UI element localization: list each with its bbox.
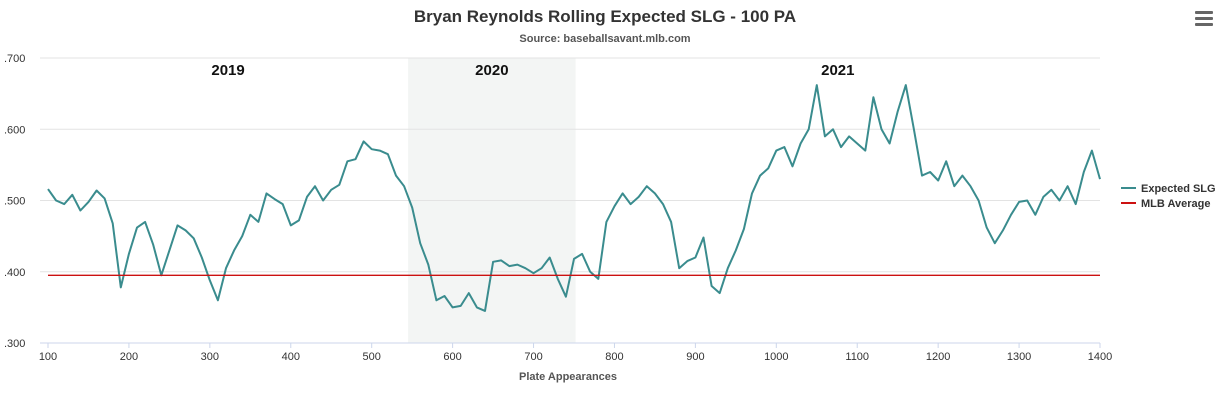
legend-item-label: Expected SLG	[1141, 183, 1216, 195]
menu-bar	[1195, 23, 1213, 26]
chart-title: Bryan Reynolds Rolling Expected SLG - 10…	[414, 7, 796, 26]
x-tick-label: 200	[120, 351, 138, 363]
season-label: 2021	[821, 62, 854, 79]
x-tick-label: 100	[39, 351, 57, 363]
legend-item-label: MLB Average	[1141, 198, 1210, 210]
grid-lines	[40, 57, 1100, 273]
x-tick-label: 1300	[1007, 351, 1031, 363]
x-tick-label: 400	[282, 351, 300, 363]
y-tick-label: .500	[4, 196, 25, 208]
season-label: 2020	[475, 62, 508, 79]
chart-subtitle: Source: baseballsavant.mlb.com	[519, 33, 690, 45]
x-tick-label: 1200	[926, 351, 950, 363]
y-tick-label: .600	[4, 124, 25, 136]
expected-slg-line	[47, 84, 1101, 312]
x-tick-label: 1000	[764, 351, 788, 363]
x-tick-label: 1400	[1088, 351, 1112, 363]
y-tick-label: .700	[4, 53, 25, 65]
legend[interactable]: Expected SLG MLB Average	[1121, 183, 1216, 210]
y-tick-label: .300	[4, 338, 25, 350]
chart-menu-icon[interactable]	[1195, 11, 1213, 27]
x-tick-label: 800	[605, 351, 623, 363]
series-lines	[47, 84, 1101, 312]
axes: .300 .400 .500 .600 .700 100 200 300 400 500 600 70…	[4, 53, 1112, 363]
menu-bar	[1195, 11, 1213, 14]
x-axis-title: Plate Appearances	[519, 371, 617, 383]
x-tick-label: 1100	[845, 351, 869, 363]
season-label: 2019	[211, 62, 244, 79]
season-labels: 2019 2020 2021	[211, 62, 854, 79]
y-tick-label: .400	[4, 267, 25, 279]
x-tick-label: 900	[686, 351, 704, 363]
menu-bar	[1195, 17, 1213, 20]
x-tick-label: 700	[524, 351, 542, 363]
x-tick-label: 300	[201, 351, 219, 363]
x-tick-label: 500	[363, 351, 381, 363]
x-tick-label: 600	[443, 351, 461, 363]
